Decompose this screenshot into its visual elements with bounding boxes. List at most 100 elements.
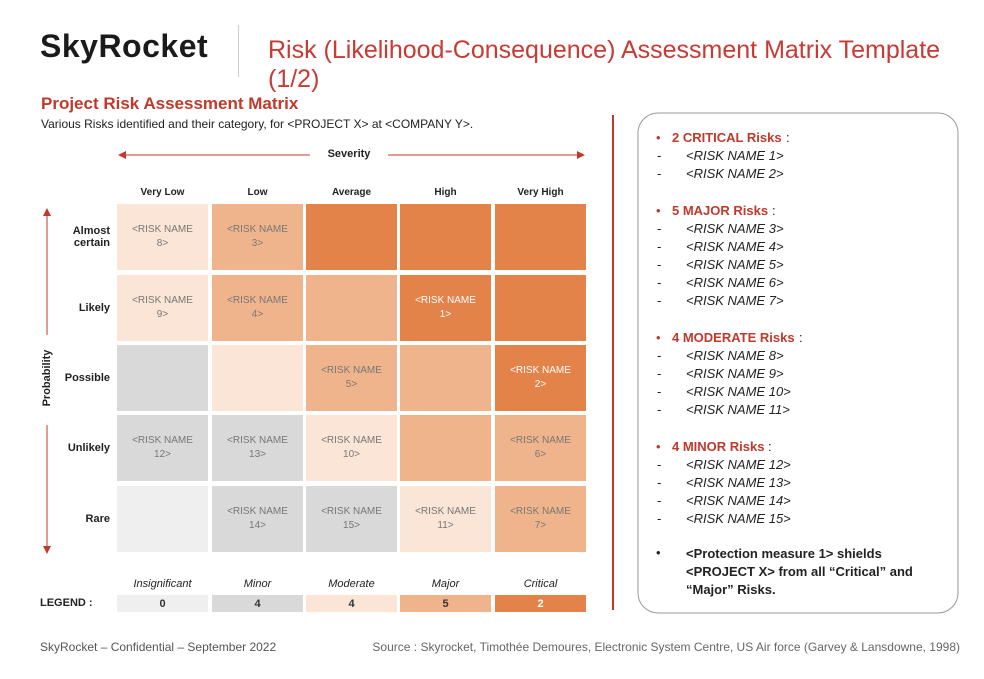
risk-item: <RISK NAME 14>: [686, 493, 791, 508]
matrix-cell: [117, 486, 208, 552]
heading-separator: :: [799, 330, 803, 345]
group-heading: 5 MAJOR Risks: [672, 203, 769, 218]
dash: -: [657, 402, 662, 417]
page-title: Risk (Likelihood-Consequence) Assessment…: [268, 36, 941, 93]
heading-separator: :: [772, 203, 776, 218]
risk-item: <RISK NAME 3>: [686, 221, 784, 236]
dash: -: [657, 366, 662, 381]
group-heading: 4 MINOR Risks: [672, 439, 765, 454]
heading-separator: :: [768, 439, 772, 454]
matrix-cell: <RISK NAME 15>: [306, 486, 397, 552]
matrix-cell: [306, 204, 397, 270]
matrix-cell: <RISK NAME 7>: [495, 486, 586, 552]
risk-item: <RISK NAME 9>: [686, 366, 784, 381]
matrix-cell: <RISK NAME 4>: [212, 275, 303, 341]
bullet-dot: •: [656, 439, 661, 454]
matrix-cell: <RISK NAME 5>: [306, 345, 397, 411]
row-label: Unlikely: [67, 442, 110, 454]
legend-count: 0: [117, 595, 208, 612]
dash: -: [657, 457, 662, 472]
risk-item: <RISK NAME 11>: [686, 402, 790, 417]
dash: -: [657, 511, 662, 526]
legend-name: Moderate: [328, 578, 375, 590]
matrix-cell: <RISK NAME 3>: [212, 204, 303, 270]
matrix-cell: <RISK NAME 13>: [212, 415, 303, 481]
matrix-cell: <RISK NAME 2>: [495, 345, 586, 411]
matrix-cell: [495, 275, 586, 341]
legend-name: Insignificant: [133, 578, 192, 590]
matrix-cell: <RISK NAME 14>: [212, 486, 303, 552]
matrix-cell: [117, 345, 208, 411]
row-label: Almost certain: [72, 225, 110, 249]
legend-count: 4: [212, 595, 303, 612]
dash: -: [657, 166, 662, 181]
heading-separator: :: [786, 130, 790, 145]
dash: -: [657, 257, 662, 272]
section-subtitle: Various Risks identified and their categ…: [41, 117, 474, 131]
dash: -: [657, 221, 662, 236]
legend-count: 5: [400, 595, 491, 612]
risk-item: <RISK NAME 4>: [686, 239, 784, 254]
matrix-cell: [212, 345, 303, 411]
matrix-cell: <RISK NAME 11>: [400, 486, 491, 552]
conclusion: <Protection measure 1> shields <PROJECT …: [686, 546, 913, 597]
column-header: Very High: [517, 187, 564, 198]
risk-item: <RISK NAME 10>: [686, 384, 791, 399]
row-label: Possible: [64, 372, 110, 384]
risk-item: <RISK NAME 12>: [686, 457, 791, 472]
dash: -: [657, 384, 662, 399]
column-header: Average: [331, 187, 372, 198]
legend-label: LEGEND :: [40, 597, 93, 609]
matrix-cell: <RISK NAME 8>: [117, 204, 208, 270]
dash: -: [657, 493, 662, 508]
matrix-cell: <RISK NAME 6>: [495, 415, 586, 481]
row-label: Rare: [85, 513, 110, 525]
divider: [238, 25, 239, 77]
legend-name: Critical: [523, 578, 558, 590]
footer-left: SkyRocket – Confidential – September 202…: [40, 640, 277, 654]
matrix-cell: [400, 415, 491, 481]
dash: -: [657, 348, 662, 363]
column-header: Low: [247, 187, 268, 198]
matrix-cell: [400, 204, 491, 270]
risk-item: <RISK NAME 2>: [686, 166, 784, 181]
bullet-dot: •: [656, 330, 661, 345]
legend-count: 4: [306, 595, 397, 612]
bullet-dot: •: [656, 545, 661, 560]
matrix-cell: <RISK NAME 1>: [400, 275, 491, 341]
group-heading: 2 CRITICAL Risks: [672, 130, 782, 145]
matrix-cell: <RISK NAME 9>: [117, 275, 208, 341]
matrix-cell: <RISK NAME 10>: [306, 415, 397, 481]
column-header: Very Low: [140, 187, 185, 198]
risk-item: <RISK NAME 15>: [686, 511, 791, 526]
logo: SkyRocket: [40, 28, 209, 64]
matrix-cell: [400, 345, 491, 411]
dash: -: [657, 293, 662, 308]
bullet-dot: •: [656, 203, 661, 218]
footer-right: Source : Skyrocket, Timothée Demoures, E…: [372, 640, 960, 654]
legend-count: 2: [495, 595, 586, 612]
matrix-cell: [495, 204, 586, 270]
risk-item: <RISK NAME 5>: [686, 257, 784, 272]
risk-item: <RISK NAME 7>: [686, 293, 784, 308]
section-title: Project Risk Assessment Matrix: [41, 94, 299, 113]
dash: -: [657, 475, 662, 490]
group-heading: 4 MODERATE Risks: [672, 330, 795, 345]
legend-name: Minor: [243, 578, 272, 590]
legend-name: Major: [431, 578, 460, 590]
matrix-cell: [306, 275, 397, 341]
dash: -: [657, 239, 662, 254]
severity-label: Severity: [327, 148, 371, 160]
dash: -: [657, 148, 662, 163]
risk-item: <RISK NAME 13>: [686, 475, 791, 490]
row-label: Likely: [78, 302, 110, 314]
dash: -: [657, 275, 662, 290]
risk-item: <RISK NAME 6>: [686, 275, 784, 290]
risk-item: <RISK NAME 1>: [686, 148, 784, 163]
bullet-dot: •: [656, 130, 661, 145]
matrix-cell: <RISK NAME 12>: [117, 415, 208, 481]
risk-item: <RISK NAME 8>: [686, 348, 784, 363]
column-header: High: [434, 187, 457, 198]
